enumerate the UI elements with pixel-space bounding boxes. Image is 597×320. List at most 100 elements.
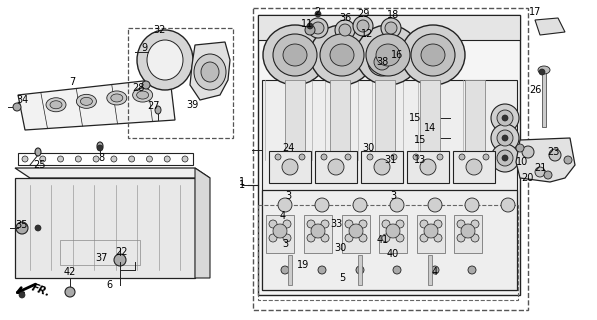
- Ellipse shape: [471, 234, 479, 242]
- Text: 3: 3: [285, 191, 291, 201]
- Ellipse shape: [497, 150, 513, 166]
- Bar: [253, 8, 528, 310]
- Ellipse shape: [396, 220, 404, 228]
- Bar: [417, 215, 445, 253]
- Bar: [375, 80, 395, 160]
- FancyBboxPatch shape: [315, 151, 357, 183]
- FancyBboxPatch shape: [361, 151, 403, 183]
- Ellipse shape: [19, 292, 25, 298]
- Ellipse shape: [390, 198, 404, 212]
- Ellipse shape: [281, 266, 289, 274]
- Ellipse shape: [491, 144, 519, 172]
- Polygon shape: [516, 138, 575, 182]
- Text: 13: 13: [414, 155, 426, 165]
- Text: 30: 30: [334, 243, 346, 253]
- Ellipse shape: [411, 34, 455, 76]
- Text: 36: 36: [339, 13, 351, 23]
- Ellipse shape: [283, 220, 291, 228]
- Ellipse shape: [420, 220, 428, 228]
- Text: 32: 32: [154, 25, 166, 35]
- Bar: [262, 190, 517, 290]
- Ellipse shape: [97, 142, 103, 150]
- Ellipse shape: [93, 156, 99, 162]
- Ellipse shape: [111, 156, 117, 162]
- Bar: [258, 205, 518, 300]
- Ellipse shape: [374, 159, 390, 175]
- Ellipse shape: [497, 130, 513, 146]
- Ellipse shape: [50, 101, 62, 109]
- Ellipse shape: [335, 20, 355, 40]
- Ellipse shape: [318, 266, 326, 274]
- Polygon shape: [258, 15, 520, 295]
- Bar: [420, 80, 440, 160]
- Ellipse shape: [471, 220, 479, 228]
- Ellipse shape: [424, 224, 438, 238]
- Ellipse shape: [307, 23, 313, 29]
- Ellipse shape: [137, 91, 149, 99]
- Bar: [465, 80, 485, 160]
- Text: 31: 31: [384, 155, 396, 165]
- Text: 4: 4: [432, 267, 438, 277]
- Text: 1: 1: [239, 180, 245, 190]
- Text: 8: 8: [98, 153, 104, 163]
- Ellipse shape: [164, 156, 170, 162]
- Text: 33: 33: [330, 219, 342, 229]
- Text: 1: 1: [239, 177, 245, 187]
- Ellipse shape: [114, 254, 126, 266]
- Text: 6: 6: [106, 280, 112, 290]
- Text: 9: 9: [141, 43, 147, 53]
- Ellipse shape: [312, 22, 324, 34]
- Ellipse shape: [544, 171, 552, 179]
- Ellipse shape: [57, 156, 63, 162]
- Text: 30: 30: [362, 143, 374, 153]
- Bar: [428, 255, 432, 285]
- Bar: [285, 80, 305, 160]
- Ellipse shape: [359, 234, 367, 242]
- Text: 23: 23: [547, 147, 559, 157]
- Bar: [128, 28, 233, 138]
- Ellipse shape: [549, 149, 561, 161]
- Ellipse shape: [421, 44, 445, 66]
- Text: 15: 15: [414, 135, 426, 145]
- Text: 17: 17: [529, 7, 541, 17]
- Polygon shape: [18, 78, 175, 130]
- Ellipse shape: [468, 266, 476, 274]
- Ellipse shape: [382, 220, 390, 228]
- Ellipse shape: [434, 234, 442, 242]
- Ellipse shape: [502, 115, 508, 121]
- Text: 5: 5: [339, 273, 345, 283]
- Polygon shape: [15, 168, 210, 178]
- Ellipse shape: [491, 104, 519, 132]
- Ellipse shape: [35, 148, 41, 156]
- Text: 24: 24: [282, 143, 294, 153]
- Ellipse shape: [97, 145, 103, 151]
- Ellipse shape: [497, 110, 513, 126]
- Ellipse shape: [273, 224, 287, 238]
- Ellipse shape: [376, 44, 400, 66]
- FancyBboxPatch shape: [407, 151, 449, 183]
- Ellipse shape: [307, 234, 315, 242]
- Bar: [262, 80, 517, 290]
- Ellipse shape: [76, 94, 96, 108]
- Bar: [18, 153, 193, 165]
- Bar: [266, 215, 294, 253]
- Bar: [60, 240, 140, 265]
- Text: 15: 15: [409, 113, 421, 123]
- Ellipse shape: [431, 266, 439, 274]
- Ellipse shape: [483, 154, 489, 160]
- Ellipse shape: [320, 34, 364, 76]
- Ellipse shape: [465, 198, 479, 212]
- Ellipse shape: [194, 54, 226, 90]
- Ellipse shape: [491, 124, 519, 152]
- Ellipse shape: [299, 154, 305, 160]
- Ellipse shape: [345, 220, 353, 228]
- Ellipse shape: [40, 156, 46, 162]
- Ellipse shape: [357, 20, 369, 32]
- Text: 11: 11: [301, 19, 313, 29]
- Ellipse shape: [353, 16, 373, 36]
- Ellipse shape: [366, 34, 410, 76]
- Ellipse shape: [459, 154, 465, 160]
- Text: 7: 7: [69, 77, 75, 87]
- Ellipse shape: [368, 48, 396, 76]
- Ellipse shape: [278, 198, 292, 212]
